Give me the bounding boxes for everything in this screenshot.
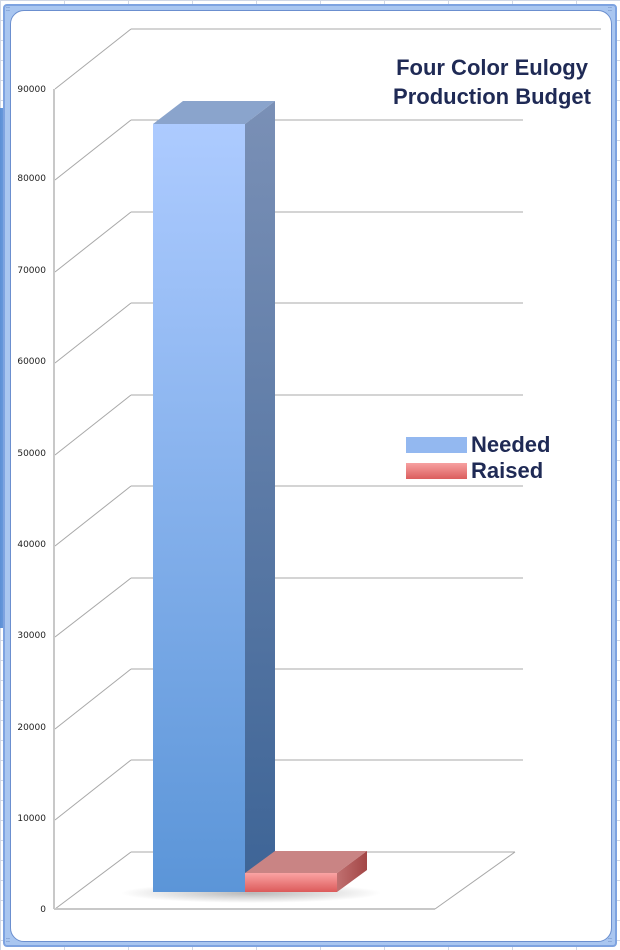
svg-text:30000: 30000 [17,631,46,641]
y-axis-tick-labels: 0 10000 20000 30000 40000 50000 60000 70… [17,85,46,915]
chart-title-line-1: Four Color Eulogy [396,55,588,80]
legend-label-raised: Raised [471,458,544,483]
legend-label-needed: Needed [471,432,551,457]
legend-item-needed[interactable]: Needed [406,432,550,458]
chart-plot: 0 10000 20000 30000 40000 50000 60000 70… [17,28,601,915]
svg-text:90000: 90000 [17,85,46,95]
resize-handle-top-left[interactable]: :: [6,6,10,13]
chart-title: Four Color Eulogy Production Budget [393,53,591,111]
legend-swatch-needed [406,437,467,453]
svg-text:70000: 70000 [17,266,46,276]
chart-title-line-2: Production Budget [393,84,591,109]
legend-swatch-raised [406,463,467,479]
svg-text:60000: 60000 [17,357,46,367]
bar-raised [245,851,367,892]
svg-text:10000: 10000 [17,814,46,824]
svg-text:50000: 50000 [17,449,46,459]
bar-needed [153,101,275,892]
svg-text:0: 0 [40,905,46,915]
resize-handle-bottom-right[interactable]: :: [608,937,612,944]
chart-legend[interactable]: Needed Raised [406,432,550,484]
resize-handle-top-right[interactable]: :: [608,6,612,13]
resize-handle-bottom-left[interactable]: :: [6,937,10,944]
side-wall-gridlines [54,28,516,910]
svg-text:80000: 80000 [17,174,46,184]
chart-area[interactable]: 0 10000 20000 30000 40000 50000 60000 70… [10,10,612,942]
svg-text:20000: 20000 [17,723,46,733]
legend-item-raised[interactable]: Raised [406,458,550,484]
svg-text:40000: 40000 [17,540,46,550]
